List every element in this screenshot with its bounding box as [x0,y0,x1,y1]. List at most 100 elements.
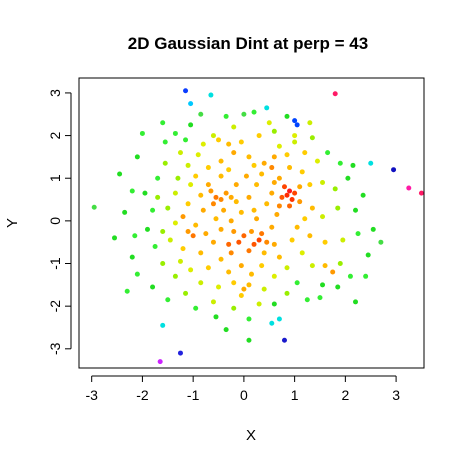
scatter-point [246,316,252,322]
scatter-point [162,160,168,166]
scatter-point [261,160,267,166]
scatter-point [205,165,211,171]
scatter-point [167,237,173,243]
scatter-point [226,167,232,173]
scatter-point [284,290,290,296]
scatter-point [216,137,222,143]
scatter-point [259,171,265,177]
scatter-point [183,137,189,143]
scatter-point [180,246,186,252]
scatter-point [152,243,158,249]
scatter-point [276,254,282,260]
scatter-point [228,250,234,256]
scatter-point [251,109,257,115]
x-tick-label: 1 [291,387,299,403]
scatter-point [165,205,171,211]
scatter-point [177,258,183,264]
scatter-point [183,88,189,94]
x-tick-label: 0 [240,387,248,403]
scatter-point [284,113,290,119]
chart-title: 2D Gaussian Dint at perp = 43 [128,34,368,53]
scatter-point [264,105,270,111]
scatter-point [233,199,239,205]
scatter-point [249,271,254,277]
scatter-point [271,154,277,160]
x-axis: -3 -2 -1 0 1 2 3 [85,375,400,403]
scatter-point [332,91,338,97]
scatter-point [330,269,336,275]
scatter-point [180,214,186,220]
scatter-point [144,226,150,232]
scatter-point [391,167,397,173]
scatter-point [353,207,359,213]
scatter-point [241,111,247,117]
scatter-point [320,282,326,288]
y-tick-label: 2 [47,131,63,139]
scatter-point [172,130,178,136]
scatter-point [210,201,216,207]
scatter-point [353,299,359,305]
scatter-point [198,280,204,286]
scatter-point [271,241,277,247]
scatter-point [218,197,224,203]
scatter-point [213,194,219,200]
scatter-point [205,182,211,188]
scatter-point [284,152,290,158]
scatter-point [271,128,277,134]
scatter-point [193,305,199,311]
scatter-point [304,297,310,303]
scatter-point [172,220,178,226]
scatter-point [345,175,351,181]
scatter-point [365,252,371,258]
scatter-point [134,271,140,277]
scatter-point [218,173,224,179]
scatter-point [200,141,206,147]
scatter-point [238,139,244,145]
scatter-point [175,175,181,181]
scatter-point [226,269,232,275]
y-tick-label: 0 [47,217,63,225]
scatter-point [188,267,194,273]
scatter-point [287,188,293,194]
scatter-point [223,190,229,196]
scatter-point [307,233,313,239]
scatter-point [193,222,199,228]
scatter-point [246,337,252,343]
scatter-point [238,209,244,215]
scatter-point [309,205,315,211]
scatter-point [233,182,239,188]
scatter-point [309,263,315,269]
y-tick-label: 1 [47,174,63,182]
scatter-point [216,284,222,290]
points-layer [91,88,424,365]
scatter-point [231,305,237,311]
scatter-point [190,233,196,239]
x-tick-label: 3 [392,387,400,403]
scatter-point [142,190,148,196]
plot-frame [78,77,425,369]
scatter-point [378,239,384,245]
scatter-point [122,209,128,215]
scatter-point [129,188,135,194]
scatter-point [238,263,244,269]
scatter-point [241,233,247,239]
scatter-point [276,316,282,322]
scatter-point [254,182,260,188]
scatter-point [281,184,287,190]
scatter-point [91,204,97,210]
scatter-point [307,120,313,126]
scatter-point [335,284,341,290]
scatter-point [218,226,224,232]
scatter-point [246,248,252,254]
scatter-point [205,265,211,271]
scatter-point [322,239,328,245]
scatter-point [160,261,166,267]
scatter-point [294,122,300,128]
scatter-point [360,192,366,198]
scatter-point [157,359,163,365]
scatter-point [139,130,145,136]
scatter-point [406,185,412,191]
scatter-point [246,194,252,200]
scatter-point [208,92,214,98]
scatter-point [284,265,290,271]
